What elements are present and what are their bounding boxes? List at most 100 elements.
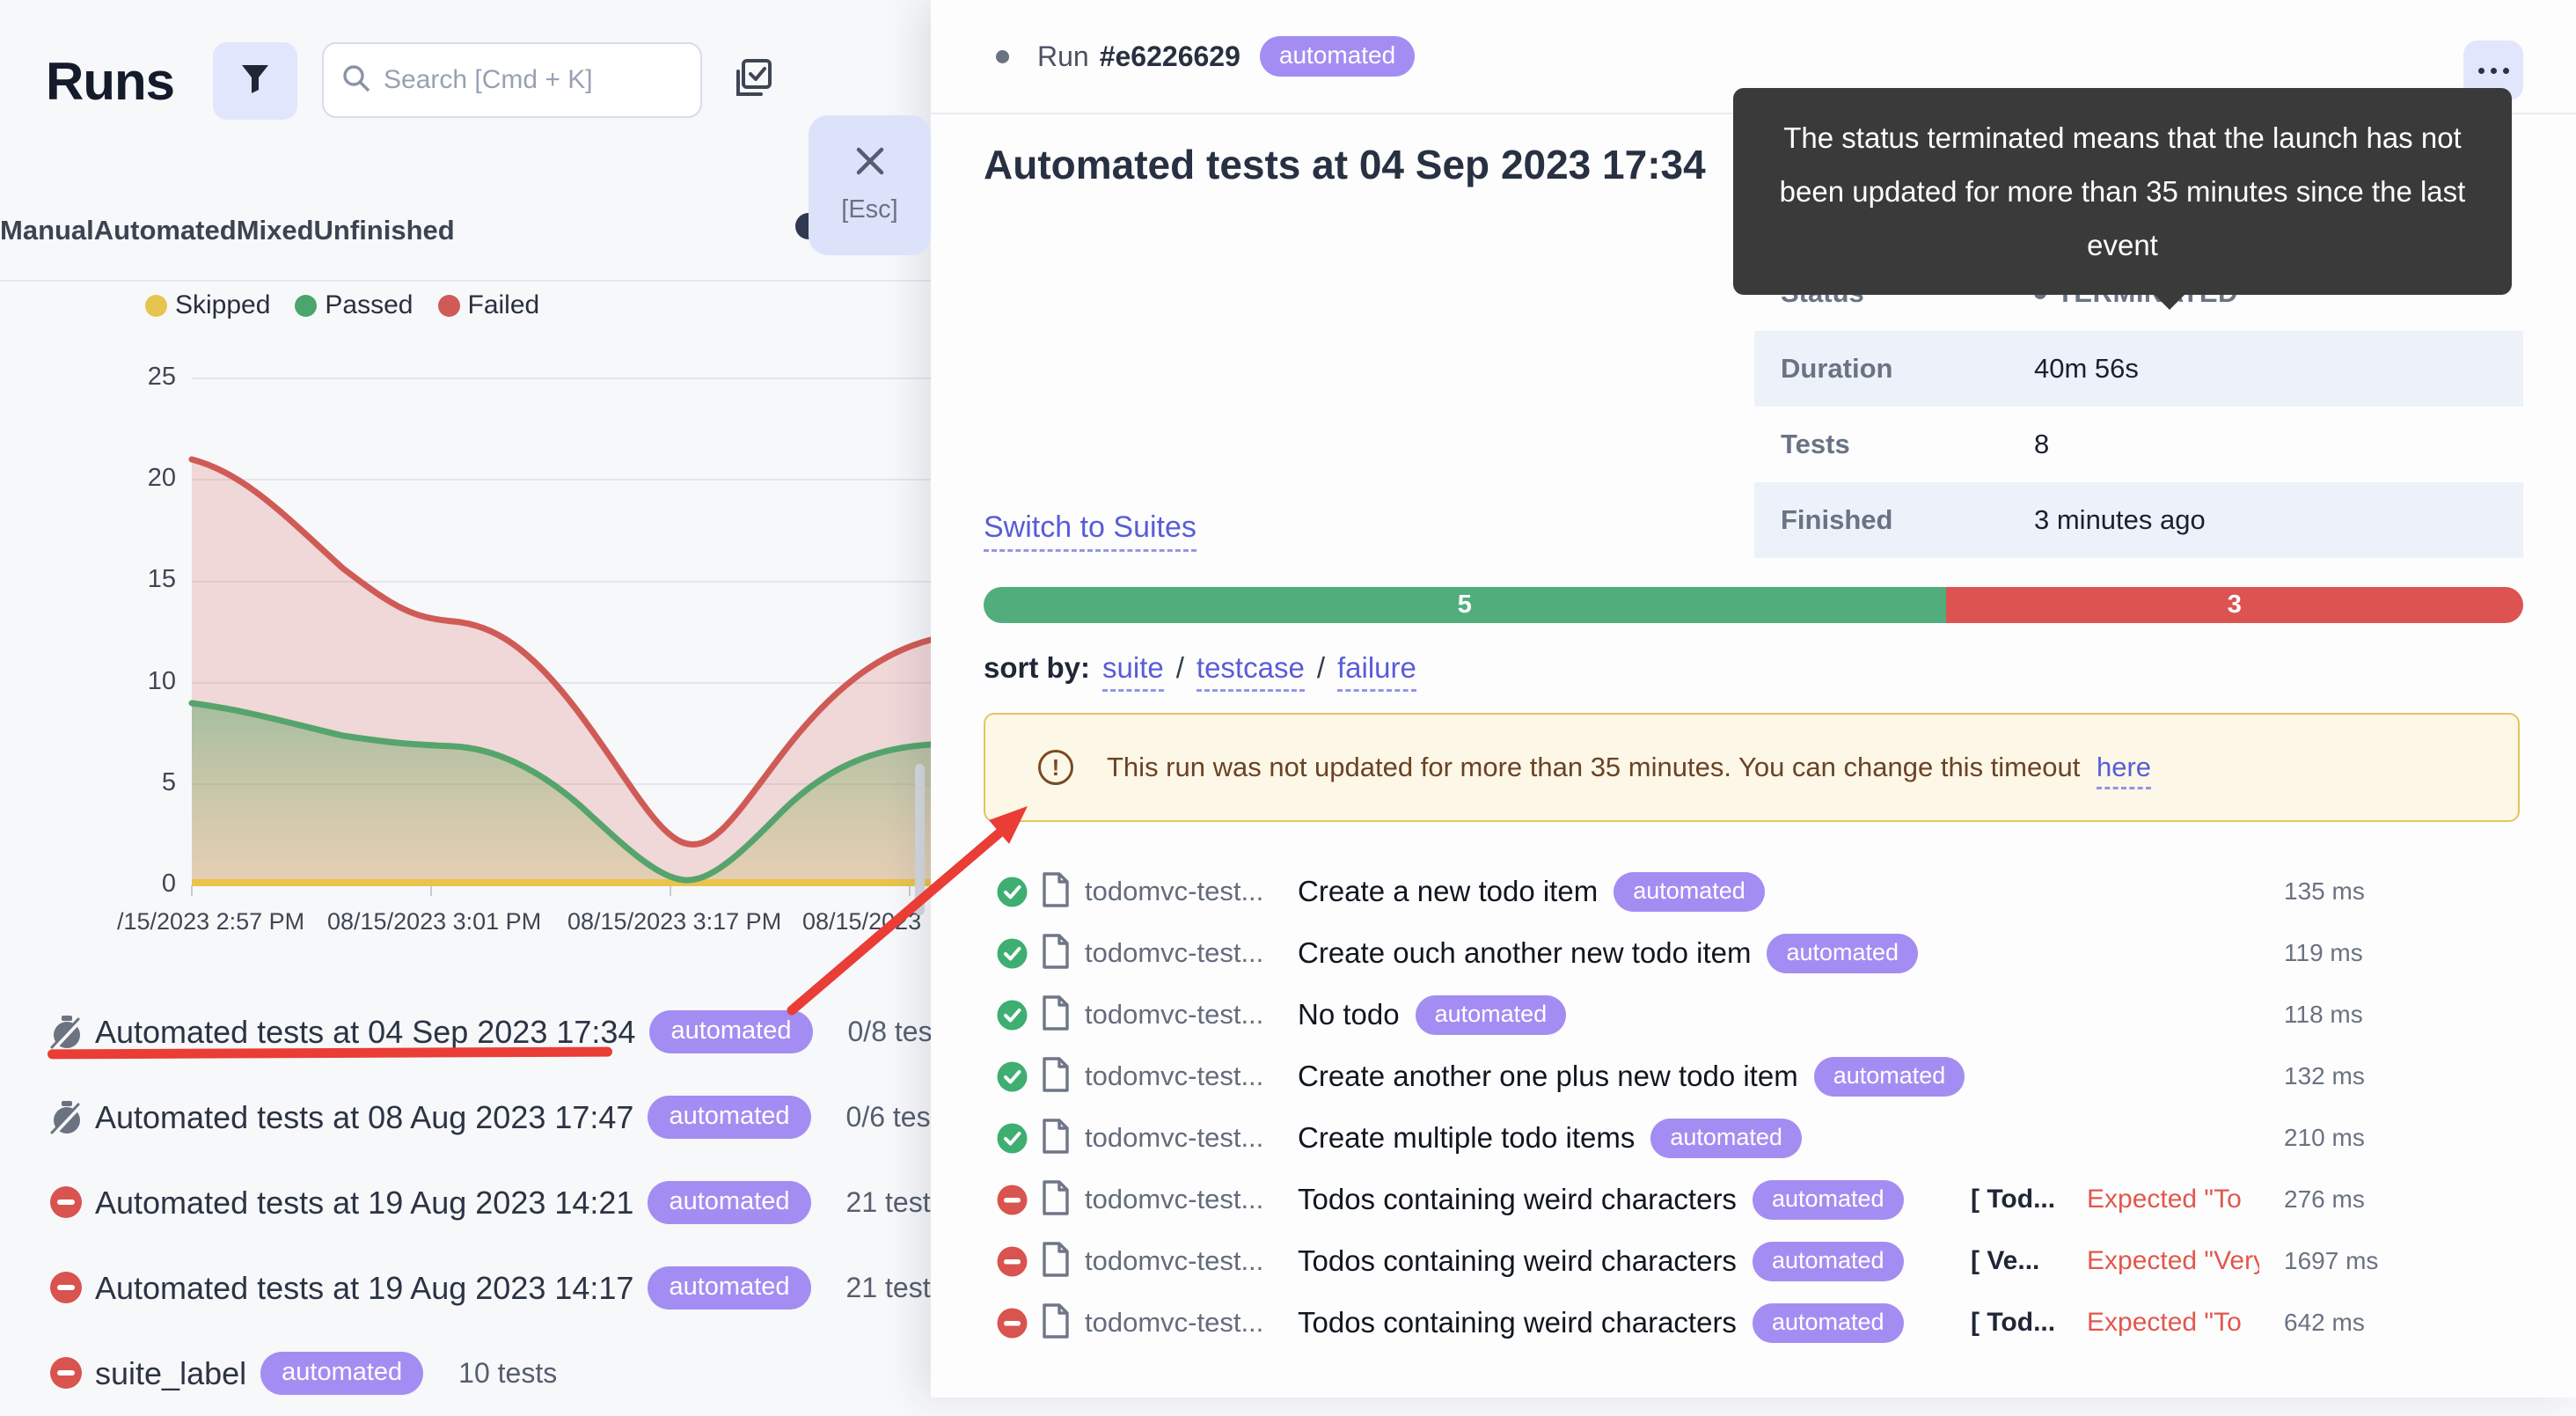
bulk-edit-button[interactable] bbox=[720, 49, 781, 111]
close-panel-button[interactable]: [Esc] bbox=[809, 115, 931, 255]
run-list-item[interactable]: suite_label automated 10 tests bbox=[0, 1331, 931, 1416]
runs-trend-chart bbox=[188, 378, 931, 896]
test-row[interactable]: todomvc-test... Todos containing weird c… bbox=[931, 1230, 2576, 1292]
sort-by-failure[interactable]: failure bbox=[1336, 651, 1416, 692]
file-icon bbox=[1041, 1056, 1071, 1097]
detail-row: Tests 8 bbox=[1754, 407, 2523, 482]
scrollbar-thumb[interactable] bbox=[915, 764, 925, 915]
file-icon bbox=[1041, 933, 1071, 974]
automated-badge: automated bbox=[1813, 1056, 1965, 1097]
run-tests-count: 10 tests bbox=[458, 1357, 558, 1389]
edit-checkbox-icon bbox=[726, 54, 775, 107]
file-icon bbox=[1041, 1118, 1071, 1159]
failed-run-icon bbox=[48, 1270, 85, 1307]
warning-text: This run was not updated for more than 3… bbox=[1107, 752, 2152, 789]
run-list-item[interactable]: Automated tests at 08 Aug 2023 17:47 aut… bbox=[0, 1075, 952, 1160]
sort-controls: sort by: suite / testcase / failure bbox=[984, 651, 1416, 692]
test-file-name: todomvc-test... bbox=[1085, 1060, 1264, 1091]
test-duration: 1697 ms bbox=[2284, 1247, 2379, 1274]
runs-tabs: Manual Automated Mixed Unfinished bbox=[0, 201, 931, 260]
failed-run-icon bbox=[48, 1185, 85, 1222]
tab-label: Automated bbox=[93, 215, 237, 246]
run-title: Automated tests at 04 Sep 2023 17:34 bbox=[95, 1013, 636, 1050]
automated-badge: automated bbox=[1767, 933, 1919, 973]
switch-to-suites-link[interactable]: Switch to Suites bbox=[984, 510, 1197, 552]
test-step-tag: [ Tod... bbox=[1971, 1185, 2056, 1214]
legend-item[interactable]: Failed bbox=[437, 290, 539, 320]
legend-item[interactable]: Passed bbox=[295, 290, 413, 320]
test-name: Create another one plus new todo item bbox=[1298, 1060, 1798, 1092]
automated-badge: automated bbox=[1650, 1118, 1802, 1158]
tab[interactable]: Mixed bbox=[237, 201, 314, 260]
timeout-settings-link[interactable]: here bbox=[2096, 752, 2152, 789]
test-duration: 119 ms bbox=[2284, 939, 2363, 966]
test-name: Todos containing weird characters bbox=[1298, 1306, 1737, 1339]
tab[interactable]: Automated bbox=[94, 201, 237, 260]
automated-badge: automated bbox=[1752, 1241, 1904, 1281]
status-tooltip: The status terminated means that the lau… bbox=[1733, 88, 2512, 310]
detail-value-text: 40m 56s bbox=[2034, 353, 2139, 384]
chart-legend: Skipped Passed Failed bbox=[145, 290, 539, 320]
run-id: #e6226629 bbox=[1099, 40, 1240, 72]
tab[interactable]: Unfinished bbox=[314, 201, 455, 260]
alert-icon: ! bbox=[1038, 750, 1073, 785]
tabs-divider bbox=[0, 280, 931, 282]
search-input[interactable] bbox=[384, 65, 674, 95]
file-icon bbox=[1041, 994, 1071, 1036]
run-list-item[interactable]: Automated tests at 19 Aug 2023 14:21 aut… bbox=[0, 1160, 945, 1245]
filter-button[interactable] bbox=[213, 42, 297, 120]
legend-label: Passed bbox=[325, 290, 413, 319]
legend-dot bbox=[295, 294, 318, 317]
detail-row: Finished 3 minutes ago bbox=[1754, 482, 2523, 558]
test-duration: 132 ms bbox=[2284, 1062, 2365, 1090]
run-list-item[interactable]: Automated tests at 19 Aug 2023 14:17 aut… bbox=[0, 1245, 945, 1331]
passed-check-icon bbox=[996, 937, 1028, 970]
timer-off-icon bbox=[48, 1099, 85, 1136]
test-duration: 276 ms bbox=[2284, 1185, 2365, 1213]
automated-badge: automated bbox=[1415, 994, 1567, 1035]
x-tick-3: 08/15/2023 3:17 PM bbox=[567, 908, 782, 935]
test-row[interactable]: todomvc-test... No todo automated 118 ms bbox=[931, 984, 2576, 1045]
y-tick-5: 5 bbox=[161, 768, 176, 796]
test-row[interactable]: todomvc-test... Create multiple todo ite… bbox=[931, 1107, 2576, 1169]
test-file-name: todomvc-test... bbox=[1085, 999, 1264, 1030]
detail-row: Duration 40m 56s bbox=[1754, 331, 2523, 407]
run-title-heading: Automated tests at 04 Sep 2023 17:34 bbox=[984, 142, 1706, 187]
tab[interactable]: Manual bbox=[0, 201, 94, 260]
automated-badge: automated bbox=[649, 1010, 813, 1053]
passed-line bbox=[188, 700, 931, 884]
test-row[interactable]: todomvc-test... Create a new todo item a… bbox=[931, 861, 2576, 922]
automated-badge: automated bbox=[648, 1181, 811, 1224]
test-name: No todo bbox=[1298, 998, 1400, 1031]
test-row[interactable]: todomvc-test... Todos containing weird c… bbox=[931, 1169, 2576, 1230]
runs-panel: Runs Manual Automated bbox=[0, 0, 954, 1398]
automated-badge: automated bbox=[1752, 1302, 1904, 1343]
test-row[interactable]: todomvc-test... Create another one plus … bbox=[931, 1045, 2576, 1107]
test-name: Create ouch another new todo item bbox=[1298, 936, 1752, 969]
legend-item[interactable]: Skipped bbox=[145, 290, 270, 320]
test-file-name: todomvc-test... bbox=[1085, 1184, 1264, 1214]
test-file-name: todomvc-test... bbox=[1085, 1307, 1264, 1338]
test-step-tag: [ Ve... bbox=[1971, 1246, 2040, 1275]
test-row[interactable]: todomvc-test... Create ouch another new … bbox=[931, 922, 2576, 984]
test-duration: 135 ms bbox=[2284, 877, 2365, 905]
test-name: Todos containing weird characters bbox=[1298, 1183, 1737, 1215]
ellipsis-icon bbox=[2477, 67, 2485, 74]
results-progress-bar: 5 3 bbox=[984, 587, 2523, 623]
detail-value: 3 minutes ago bbox=[2034, 504, 2206, 536]
passed-area bbox=[192, 703, 931, 885]
y-tick-0: 0 bbox=[161, 869, 176, 898]
sort-by-suite[interactable]: suite bbox=[1102, 651, 1164, 692]
run-list-item[interactable]: Automated tests at 04 Sep 2023 17:34 aut… bbox=[0, 989, 954, 1075]
detail-value: 8 bbox=[2034, 429, 2049, 460]
tab-label: Manual bbox=[0, 215, 94, 246]
test-duration: 210 ms bbox=[2284, 1124, 2365, 1151]
timeout-warning-banner: ! This run was not updated for more than… bbox=[984, 713, 2520, 822]
test-name: Create a new todo item bbox=[1298, 875, 1599, 907]
failed-minus-icon bbox=[996, 1184, 1028, 1216]
sort-by-testcase[interactable]: testcase bbox=[1196, 651, 1305, 692]
automated-badge: automated bbox=[648, 1096, 811, 1139]
close-icon bbox=[856, 147, 884, 180]
test-row[interactable]: todomvc-test... Todos containing weird c… bbox=[931, 1292, 2576, 1354]
failed-run-icon bbox=[48, 1355, 85, 1392]
